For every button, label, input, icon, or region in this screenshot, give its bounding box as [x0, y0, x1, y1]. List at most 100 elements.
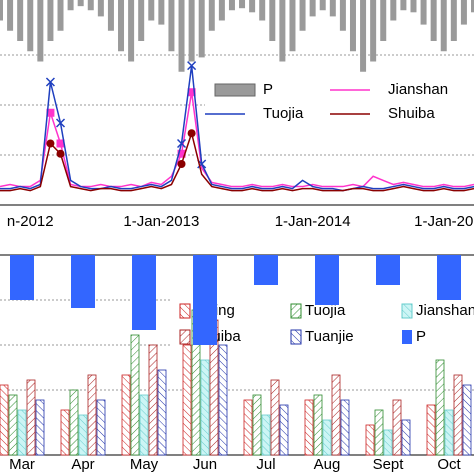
precip-bar	[380, 0, 387, 41]
bar	[374, 409, 384, 456]
precip-bar	[87, 0, 94, 11]
precip-bar	[254, 255, 278, 285]
precip-bar	[410, 0, 417, 13]
bar	[17, 409, 27, 456]
x-tick-label: 1-Jan-20	[414, 213, 473, 230]
precip-bar	[279, 0, 286, 62]
x-tick-label: Jul	[256, 456, 275, 473]
legend-label: P	[416, 328, 426, 345]
x-tick-label: Sept	[373, 456, 405, 473]
precip-bar	[349, 0, 356, 52]
precip-bar	[437, 255, 461, 300]
precip-bar	[107, 0, 114, 31]
legend-swatch	[179, 303, 191, 319]
bar	[401, 419, 411, 456]
bar	[435, 359, 445, 456]
precip-bar	[360, 0, 367, 72]
bar	[261, 414, 271, 456]
precip-bar	[339, 0, 346, 31]
legend-swatch	[290, 329, 302, 345]
bar	[8, 394, 18, 456]
legend-swatch	[290, 303, 302, 319]
precip-bar	[289, 0, 296, 52]
marker	[56, 139, 65, 148]
precip-bar	[27, 0, 34, 52]
bar	[139, 394, 149, 456]
precip-bar	[420, 0, 427, 25]
legend-label: Shuiba	[388, 105, 435, 122]
bar	[392, 399, 402, 456]
bar	[270, 379, 280, 456]
bar	[279, 404, 289, 456]
bar	[331, 374, 341, 456]
precip-bar	[193, 255, 217, 345]
precip-bar	[198, 0, 205, 58]
bar	[340, 399, 350, 456]
legend-label: Tuanjie	[305, 328, 354, 345]
precip-bar	[208, 0, 215, 31]
precip-bar	[158, 0, 165, 25]
bar	[130, 334, 140, 456]
precip-bar	[259, 0, 266, 21]
x-tick-label: May	[130, 456, 159, 473]
bar	[182, 344, 192, 456]
precip-bar	[97, 0, 104, 17]
bar	[252, 394, 262, 456]
bar	[78, 414, 88, 456]
x-tick-label: Mar	[9, 456, 35, 473]
legend-label: Tuojia	[305, 302, 346, 319]
x-tick-label: Jun	[193, 456, 217, 473]
marker	[55, 118, 66, 128]
series-line	[0, 130, 474, 192]
bar	[444, 409, 454, 456]
marker	[187, 61, 197, 71]
marker	[187, 88, 196, 97]
precip-bar	[400, 0, 407, 11]
marker	[177, 138, 187, 149]
bar	[304, 399, 314, 456]
precip-bar	[440, 0, 447, 52]
bar	[200, 359, 210, 456]
precip-bar	[218, 0, 225, 21]
x-tick-label: 1-Jan-2014	[275, 213, 351, 230]
legend-swatch	[402, 330, 412, 344]
x-tick-label: 1-Jan-2013	[123, 213, 199, 230]
precip-bar	[71, 255, 95, 308]
bar	[426, 404, 436, 456]
precip-bar	[329, 0, 336, 17]
precip-bar	[138, 0, 145, 41]
marker	[56, 149, 65, 158]
precip-bar	[299, 0, 306, 31]
precip-bar	[239, 0, 246, 9]
x-tick-label: Apr	[71, 456, 94, 473]
x-tick-label: Oct	[437, 456, 461, 473]
precip-bar	[390, 0, 397, 21]
precip-bar	[57, 0, 64, 31]
precip-bar	[132, 255, 156, 330]
precip-bar	[460, 0, 467, 25]
bar	[218, 344, 228, 456]
legend-label: Jianshan	[416, 302, 474, 319]
bar	[0, 384, 9, 456]
bar	[148, 344, 158, 456]
precip-bar	[315, 255, 339, 305]
precip-bar	[7, 0, 14, 31]
bar	[121, 374, 131, 456]
precip-bar	[37, 0, 44, 62]
legend-label: Jianshan	[388, 81, 448, 98]
bar	[462, 384, 472, 456]
bar	[313, 394, 323, 456]
precip-bar	[450, 0, 457, 41]
bar	[60, 409, 70, 456]
bar	[35, 399, 45, 456]
x-tick-label: Aug	[314, 456, 341, 473]
precip-bar	[249, 0, 256, 13]
precip-bar	[319, 0, 326, 11]
precip-bar	[376, 255, 400, 285]
marker	[177, 160, 186, 168]
precip-bar	[10, 255, 34, 300]
marker	[46, 139, 55, 148]
legend-swatch	[401, 303, 413, 319]
precip-bar	[17, 0, 24, 41]
bar	[69, 389, 79, 456]
